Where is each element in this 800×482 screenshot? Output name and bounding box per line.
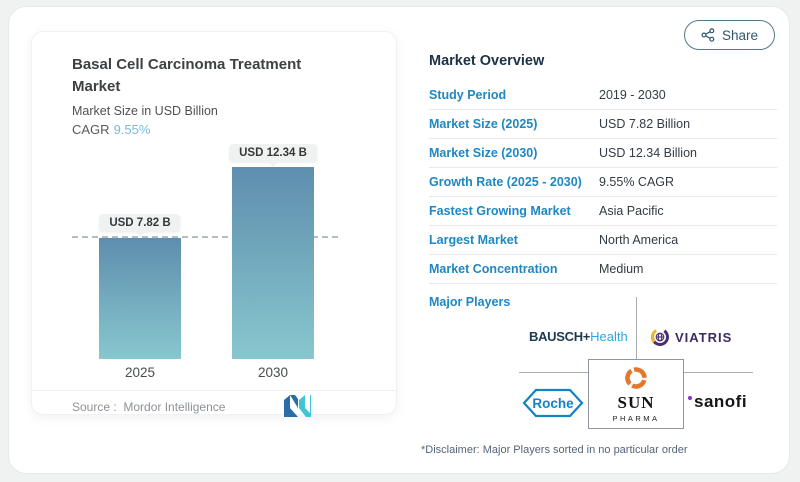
row-value: 9.55% CAGR	[599, 175, 675, 189]
market-overview-table: Study Period 2019 - 2030 Market Size (20…	[429, 81, 777, 284]
source-divider	[32, 390, 396, 391]
row-label: Fastest Growing Market	[429, 204, 571, 218]
bausch-health-logo: BAUSCH+Health	[529, 329, 628, 344]
row-value: Medium	[599, 262, 644, 276]
x-axis-label-2025: 2025	[124, 365, 156, 380]
row-label: Market Size (2030)	[429, 146, 538, 160]
roche-logo: Roche	[522, 388, 584, 418]
row-label: Market Size (2025)	[429, 117, 538, 131]
source-row: Source : Mordor Intelligence	[72, 400, 225, 414]
viatris-logo-text: VIATRIS	[675, 329, 733, 345]
sun-pharma-logo-subtext: PHARMA	[612, 414, 660, 423]
sanofi-logo-text: sanofi	[694, 392, 748, 411]
chart-header: Basal Cell Carcinoma Treatment Market Ma…	[72, 54, 332, 137]
row-label: Largest Market	[429, 233, 518, 247]
mordor-intelligence-logo	[284, 395, 311, 417]
row-label: Market Concentration	[429, 262, 558, 276]
row-label: Study Period	[429, 88, 507, 102]
sun-pharma-swirl-icon	[625, 367, 647, 389]
cagr-label: CAGR	[72, 121, 110, 137]
sun-pharma-logo: SUN PHARMA	[588, 359, 684, 429]
chart-title: Basal Cell Carcinoma Treatment Market	[72, 56, 302, 95]
share-button[interactable]: Share	[683, 20, 775, 50]
share-button-label: Share	[721, 27, 758, 43]
bausch-logo-light-text: Health	[590, 329, 628, 344]
sanofi-logo: sanofi	[688, 393, 747, 410]
row-value: USD 12.34 Billion	[599, 146, 697, 160]
table-row: Largest Market North America	[429, 226, 777, 255]
major-players-label: Major Players	[429, 295, 511, 309]
bar-value-label-2025: USD 7.82 B	[99, 214, 181, 232]
row-label: Growth Rate (2025 - 2030)	[429, 175, 582, 189]
table-row: Market Size (2030) USD 12.34 Billion	[429, 139, 777, 168]
row-value: North America	[599, 233, 679, 247]
chart-cagr: CAGR 9.55%	[72, 122, 332, 137]
sun-pharma-logo-text: SUN	[617, 393, 655, 412]
bausch-logo-bold-text: BAUSCH+	[529, 329, 591, 344]
table-row: Study Period 2019 - 2030	[429, 81, 777, 110]
table-row: Fastest Growing Market Asia Pacific	[429, 197, 777, 226]
chart-subtitle: Market Size in USD Billion	[72, 103, 218, 118]
bar-2030	[232, 167, 314, 359]
row-value: Asia Pacific	[599, 204, 664, 218]
viatris-logo: VIATRIS	[650, 327, 732, 347]
report-card: Basal Cell Carcinoma Treatment Market Ma…	[8, 6, 790, 474]
disclaimer-text: *Disclaimer: Major Players sorted in no …	[421, 444, 688, 456]
table-row: Growth Rate (2025 - 2030) 9.55% CAGR	[429, 168, 777, 197]
source-label: Source :	[72, 400, 117, 414]
share-icon	[701, 28, 715, 42]
players-vertical-divider	[636, 297, 637, 359]
chart-card: Basal Cell Carcinoma Treatment Market Ma…	[31, 31, 397, 417]
sanofi-dot-icon	[688, 396, 692, 400]
table-row: Market Concentration Medium	[429, 255, 777, 284]
source-value: Mordor Intelligence	[123, 400, 226, 414]
roche-logo-text: Roche	[532, 396, 574, 411]
row-value: 2019 - 2030	[599, 88, 666, 102]
viatris-globe-icon	[651, 328, 669, 346]
table-row: Market Size (2025) USD 7.82 Billion	[429, 110, 777, 139]
x-axis-label-2030: 2030	[257, 365, 289, 380]
bar-2025	[99, 238, 181, 359]
row-value: USD 7.82 Billion	[599, 117, 691, 131]
reference-dashed-line	[72, 236, 338, 238]
cagr-value: 9.55%	[113, 121, 151, 137]
market-overview-heading: Market Overview	[429, 53, 545, 69]
bar-value-label-2030: USD 12.34 B	[229, 144, 317, 162]
